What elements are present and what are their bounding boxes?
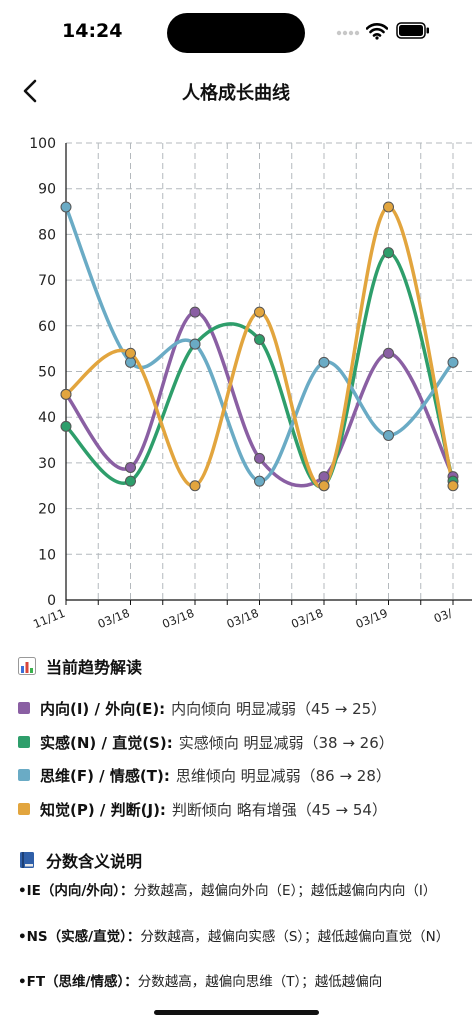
back-chevron-icon[interactable] (14, 74, 48, 108)
data-point (125, 475, 136, 487)
nav-bar: 人格成长曲线 (0, 64, 472, 114)
x-tick-label: 03/18 (289, 606, 325, 630)
data-point (318, 356, 330, 368)
meaning-section-title-text: 分数含义说明 (46, 852, 143, 871)
x-tick-label: 03/18 (96, 606, 132, 630)
data-point (383, 247, 394, 259)
meaning-section-title: 分数含义说明 (18, 848, 458, 872)
cellular-signal-icon (336, 30, 360, 36)
data-point (254, 306, 265, 318)
trend-desc: 内向倾向 明显减弱（45 → 25） (171, 699, 387, 718)
trend-desc: 实感倾向 明显减弱（38 → 26） (178, 733, 394, 752)
definition-text: 分数越高，越偏向思维（T）；越低越偏向 (137, 974, 383, 990)
page-title: 人格成长曲线 (182, 83, 290, 104)
y-tick-label: 30 (38, 456, 56, 472)
definition-text: 分数越高，越偏向实感（S）；越低越偏向直觉（N） (140, 929, 450, 945)
trend-desc: 思维倾向 明显减弱（86 → 28） (175, 766, 391, 785)
data-point (189, 306, 201, 318)
data-point (447, 356, 459, 368)
trend-row-ie: 内向(I) / 外向(E): 内向倾向 明显减弱（45 → 25） (18, 696, 468, 720)
data-point (318, 480, 330, 492)
dynamic-island (167, 13, 305, 53)
meaning-section: 分数含义说明 (18, 848, 458, 872)
data-point (254, 452, 265, 464)
trend-section-title: 当前趋势解读 (18, 654, 458, 678)
y-tick-label: 90 (38, 182, 56, 198)
definition-term: •NS（实感/直觉）： (18, 929, 141, 945)
book-icon (20, 852, 34, 868)
pj-color-swatch (18, 803, 30, 815)
growth-line-chart: 0 10 20 30 40 50 60 70 80 90 100 11/11 03/18 03/18 03/… (29, 136, 472, 630)
y-tick-label: 0 (47, 593, 56, 609)
y-tick-label: 20 (38, 502, 56, 518)
data-point (60, 388, 72, 400)
data-point (189, 480, 201, 492)
y-tick-label: 80 (38, 227, 56, 243)
status-bar: 14:24 (0, 0, 472, 60)
data-point (254, 334, 265, 346)
definition-term: •FT（思维/情感）： (18, 974, 138, 990)
data-point (125, 347, 136, 359)
home-indicator (154, 1010, 319, 1015)
data-point (383, 429, 394, 441)
trend-label: 实感(N) / 直觉(S): (40, 733, 173, 752)
series-line-3 (64, 205, 455, 489)
x-tick-label: 03/19 (354, 606, 390, 630)
data-point (318, 471, 330, 483)
y-tick-label: 40 (38, 410, 56, 426)
data-point (383, 347, 394, 359)
data-point (383, 201, 394, 213)
data-point (125, 461, 136, 473)
wifi-icon (366, 23, 388, 40)
x-tick-label: 03/18 (225, 606, 261, 630)
x-tick-label: 03/ (432, 606, 455, 626)
y-tick-label: 50 (38, 365, 56, 381)
ns-color-swatch (18, 736, 30, 748)
y-tick-label: 10 (38, 547, 56, 563)
trend-row-ft: 思维(F) / 情感(T): 思维倾向 明显减弱（86 → 28） (18, 763, 468, 787)
y-tick-label: 70 (38, 273, 56, 289)
y-tick-label: 60 (38, 319, 56, 335)
trend-label: 知觉(P) / 判断(J): (40, 800, 166, 819)
series-line-1 (64, 250, 455, 489)
trend-label: 内向(I) / 外向(E): (40, 699, 166, 718)
status-time: 14:24 (62, 20, 123, 42)
trend-desc: 判断倾向 略有增强（45 → 54） (171, 800, 387, 819)
definition-text: 分数越高，越偏向外向（E）；越低越偏向内向（I） (133, 883, 437, 899)
y-tick-label: 100 (29, 136, 56, 152)
data-point (254, 475, 265, 487)
trend-label: 思维(F) / 情感(T): (40, 766, 170, 785)
ie-color-swatch (18, 702, 30, 714)
bar-chart-icon (18, 657, 36, 675)
x-tick-label: 11/11 (31, 606, 67, 630)
x-tick-label: 03/18 (160, 606, 196, 630)
definition-ns: •NS（实感/直觉）：分数越高，越偏向实感（S）；越低越偏向直觉（N） (18, 926, 458, 949)
data-point (189, 338, 201, 350)
trend-section-title-text: 当前趋势解读 (46, 658, 143, 677)
trend-section: 当前趋势解读 (18, 654, 458, 678)
definition-term: •IE（内向/外向）： (18, 883, 134, 899)
definition-ft: •FT（思维/情感）：分数越高，越偏向思维（T）；越低越偏向 (18, 971, 458, 994)
ft-color-swatch (18, 769, 30, 781)
data-point (60, 201, 72, 213)
trend-row-ns: 实感(N) / 直觉(S): 实感倾向 明显减弱（38 → 26） (18, 730, 468, 754)
definition-ie: •IE（内向/外向）：分数越高，越偏向外向（E）；越低越偏向内向（I） (18, 880, 458, 903)
data-point (125, 356, 136, 368)
data-point (60, 420, 72, 432)
battery-icon (396, 22, 429, 39)
data-point (447, 480, 459, 492)
trend-row-pj: 知觉(P) / 判断(J): 判断倾向 略有增强（45 → 54） (18, 797, 468, 821)
